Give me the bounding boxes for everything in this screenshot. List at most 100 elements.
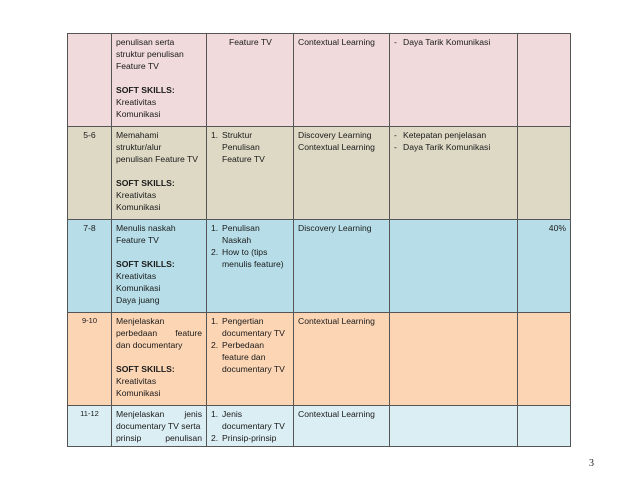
learning-method-line: Contextual Learning: [298, 409, 375, 419]
material-list-item: 1. Struktur Penulisan Feature TV: [211, 129, 289, 165]
material-item-number: 2.: [211, 340, 219, 350]
material-item-line: Jenis: [222, 409, 243, 419]
material-list-item: 1. Jenis documentary TV: [211, 408, 289, 432]
learning-method-cell: Discovery Learning Contextual Learning: [293, 126, 390, 220]
indicator-cell: - Daya Tarik Komunikasi: [389, 33, 518, 127]
material-item-line: Penulisan: [222, 223, 260, 233]
competency-word: documentary TV serta: [116, 421, 201, 431]
learning-method-cell: Discovery Learning: [293, 219, 390, 313]
soft-skills-label: SOFT SKILLS:: [116, 364, 175, 374]
indicator-cell: [389, 219, 518, 313]
material-item-line: Perbedaan: [222, 340, 265, 350]
weight-cell: 40%: [517, 219, 571, 313]
soft-skill-item: Komunikasi: [116, 109, 161, 119]
material-item-line: Naskah: [222, 235, 252, 245]
material-line: Feature TV: [229, 37, 272, 47]
material-item-number: 1.: [211, 223, 219, 233]
learning-method-line: Contextual Learning: [298, 316, 375, 326]
material-item-line: Penulisan: [222, 142, 260, 152]
competency-line: Menjelaskan: [116, 315, 202, 327]
learning-method-cell: Contextual Learning: [293, 405, 390, 447]
material-item-body: Pengertian documentary TV: [222, 315, 285, 339]
competency-line: documentary TV serta: [116, 420, 202, 432]
material-item-body: Struktur Penulisan Feature TV: [222, 129, 265, 165]
indicator-cell: [389, 312, 518, 406]
meeting-number-cell: 11-12: [67, 405, 112, 447]
soft-skill-item: Kreativitas: [116, 271, 157, 281]
competency-line: Menjelaskan jenis: [116, 408, 202, 420]
indicator-text: Daya Tarik Komunikasi: [403, 142, 491, 152]
material-item-line: Prinsip-prinsip: [222, 433, 277, 443]
material-item-line: Feature TV: [222, 154, 265, 164]
material-list-item: 2. How to (tips menulis feature): [211, 246, 289, 270]
indicator-cell: - Ketepatan penjelasan - Daya Tarik Komunik…: [389, 126, 518, 220]
competency-word: feature: [175, 328, 202, 338]
page-number: 3: [589, 458, 594, 469]
material-item-line: Pengertian: [222, 316, 264, 326]
competency-cell: Menulis naskah Feature TV SOFT SKILLS: Krea…: [111, 219, 207, 313]
indicator-item: - Ketepatan penjelasan: [394, 129, 513, 141]
material-item-line: documentary TV: [222, 328, 285, 338]
table-row: 5-6 Memahami struktur/alur penulisan Featur…: [67, 126, 571, 220]
competency-word: Menjelaskan: [116, 409, 165, 419]
material-list-item: 2. Prinsip-prinsip: [211, 432, 289, 444]
soft-skill-item: Komunikasi: [116, 283, 161, 293]
spacer: [116, 165, 202, 177]
indicator-item: - Daya Tarik Komunikasi: [394, 36, 513, 48]
bullet-dash: -: [394, 142, 397, 152]
competency-word: prinsip: [116, 433, 142, 443]
bullet-dash: -: [394, 130, 397, 140]
material-item-body: Penulisan Naskah: [222, 222, 260, 246]
bullet-dash: -: [394, 37, 397, 47]
syllabus-table-body: penulisan serta struktur penulisan Feature…: [67, 33, 571, 447]
competency-word: dan documentary: [116, 340, 183, 350]
material-item-number: 1.: [211, 130, 219, 140]
soft-skill-item: Komunikasi: [116, 202, 161, 212]
material-item-line: feature dan: [222, 352, 266, 362]
weight-cell: [517, 126, 571, 220]
table-row: 7-8 Menulis naskah Feature TV SOFT SKILLS: K…: [67, 219, 571, 313]
material-cell: 1. Jenis documentary TV 2. Prinsip-prinsip: [206, 405, 294, 447]
table-row: penulisan serta struktur penulisan Feature…: [67, 33, 571, 127]
spacer: [116, 246, 202, 258]
competency-line: prinsip penulisan: [116, 432, 202, 444]
competency-word: penulisan: [165, 433, 202, 443]
meeting-number-cell: [67, 33, 112, 127]
indicator-item: - Daya Tarik Komunikasi: [394, 141, 513, 153]
indicator-text: Ketepatan penjelasan: [403, 130, 487, 140]
soft-skills-label: SOFT SKILLS:: [116, 259, 175, 269]
material-cell: 1. Penulisan Naskah 2. How to (tips menulis f…: [206, 219, 294, 313]
material-item-line: How to (tips: [222, 247, 268, 257]
learning-method-line: Discovery Learning: [298, 130, 372, 140]
material-item-body: Prinsip-prinsip: [222, 432, 276, 444]
spacer: [116, 351, 202, 363]
soft-skill-item: Daya juang: [116, 295, 160, 305]
material-item-number: 1.: [211, 409, 219, 419]
learning-method-line: Contextual Learning: [298, 37, 375, 47]
material-item-line: menulis feature): [222, 259, 284, 269]
material-item-line: Struktur: [222, 130, 253, 140]
spacer: [116, 72, 202, 84]
weight-cell: [517, 33, 571, 127]
competency-line: Menulis naskah: [116, 223, 176, 233]
material-item-line: documentary TV: [222, 364, 285, 374]
material-cell: 1. Struktur Penulisan Feature TV: [206, 126, 294, 220]
soft-skill-item: Komunikasi: [116, 388, 161, 398]
competency-cell: penulisan serta struktur penulisan Feature…: [111, 33, 207, 127]
competency-line: dan documentary: [116, 339, 202, 351]
competency-line: Feature TV: [116, 235, 159, 245]
competency-word: jenis: [184, 409, 202, 419]
material-list-item: 1. Pengertian documentary TV: [211, 315, 289, 339]
material-list-item: 2. Perbedaan feature dan documentary TV: [211, 339, 289, 375]
learning-method-line: Discovery Learning: [298, 223, 372, 233]
material-list-item: 1. Penulisan Naskah: [211, 222, 289, 246]
competency-line: struktur penulisan: [116, 49, 184, 59]
meeting-number-cell: 7-8: [67, 219, 112, 313]
learning-method-line: Contextual Learning: [298, 142, 375, 152]
table-row: 11-12 Menjelaskan jenis documentary TV sert…: [67, 405, 571, 447]
table-row: 9-10 Menjelaskan perbedaan feature dan docum…: [67, 312, 571, 406]
learning-method-cell: Contextual Learning: [293, 312, 390, 406]
weight-cell: [517, 405, 571, 447]
material-item-body: How to (tips menulis feature): [222, 246, 284, 270]
material-item-line: documentary TV: [222, 421, 285, 431]
